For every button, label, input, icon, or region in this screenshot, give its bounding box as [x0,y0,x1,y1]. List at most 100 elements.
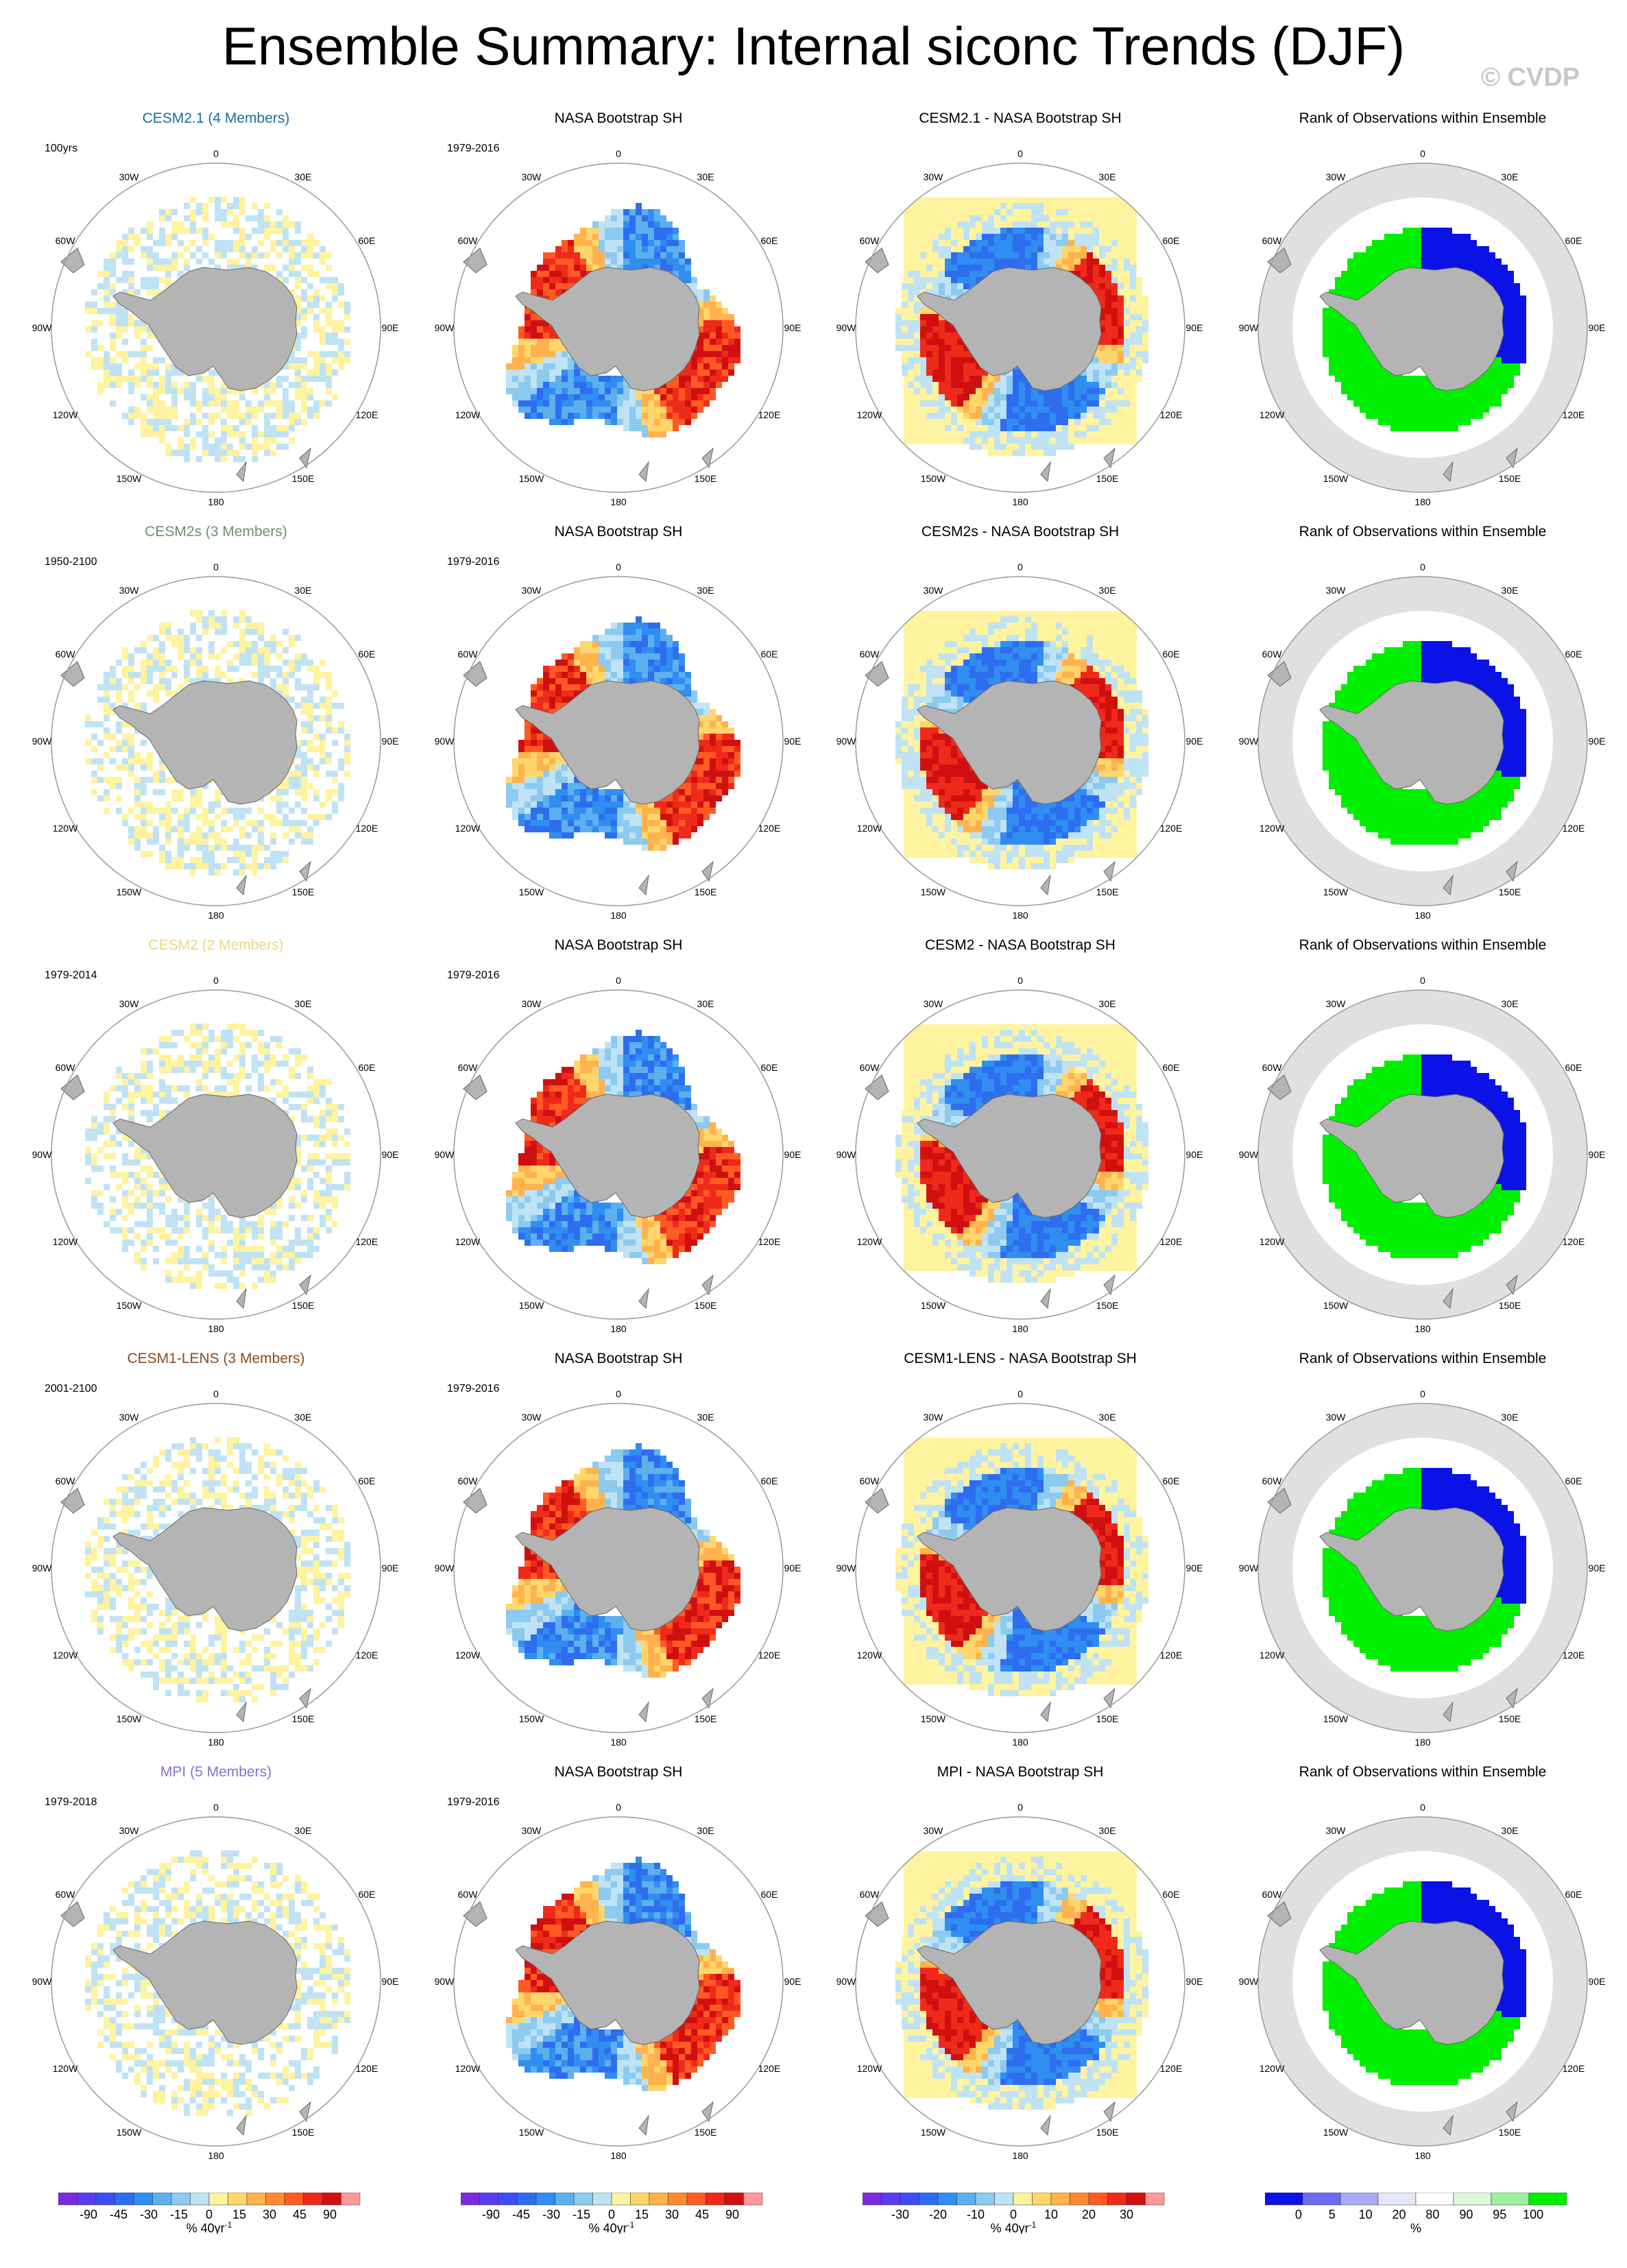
lon-label: 0 [616,148,621,159]
colorbar-tick: 30 [665,2208,679,2221]
model-panel-title: CESM2.1 (4 Members) [17,110,415,128]
colorbar-tick: -15 [573,2208,590,2221]
lon-label: 30E [295,1825,312,1836]
rank-panel-title: Rank of Observations within Ensemble [1224,937,1622,954]
colorbar-swatch [593,2193,612,2205]
colorbar-swatch [209,2193,228,2205]
lon-label: 150W [1323,886,1349,897]
colorbar-tick: 0 [608,2208,615,2221]
colorbar-tick: -45 [110,2208,128,2221]
lon-label: 30W [924,585,944,596]
lon-label: 30W [1326,171,1347,182]
lon-label: 150W [921,2127,946,2138]
lon-label: 60W [1262,235,1283,246]
model-panel-title: MPI (5 Members) [17,1763,415,1781]
lon-label: 60E [1163,235,1180,246]
lon-label: 120W [53,1650,78,1661]
lon-label: 90W [836,322,857,333]
lon-label: 90W [836,736,857,747]
lon-label: 150E [292,473,315,484]
lon-label: 120W [1260,823,1285,834]
lon-label: 180 [610,910,627,921]
lon-label: 60E [1565,649,1582,660]
lon-label: 120W [1260,1236,1285,1247]
colorbar-label: % 40yr-1 [589,2220,635,2234]
colorbar-swatch [649,2193,668,2205]
lon-label: 0 [616,975,621,986]
lon-label: 60W [860,1062,880,1073]
lon-label: 60E [761,1062,778,1073]
colorbar-swatch [687,2193,706,2205]
lon-label: 120W [53,2063,78,2074]
lon-label: 90E [382,1976,399,1987]
colorbar-swatch [863,2193,882,2205]
lon-label: 120W [857,823,882,834]
lon-label: 150E [1096,886,1119,897]
colorbar-tick: 80 [1425,2208,1439,2221]
colorbar-swatch [976,2193,995,2205]
diff-panel-title: CESM1-LENS - NASA Bootstrap SH [821,1350,1219,1368]
lon-label: 120E [356,1650,378,1661]
lon-label: 120W [857,409,882,420]
lon-label: 60W [56,649,76,660]
diff-panel-title: CESM2s - NASA Bootstrap SH [821,523,1219,541]
colorbar-swatch [1303,2193,1340,2205]
watermark: © CVDP [1481,63,1580,93]
colorbar-swatch [919,2193,939,2205]
lon-label: 60W [860,649,880,660]
colorbar-swatch [461,2193,480,2205]
lon-label: 90W [32,322,53,333]
rank-panel-title: Rank of Observations within Ensemble [1224,1763,1622,1781]
lon-label: 0 [1420,148,1425,159]
lon-label: 30W [924,1412,944,1423]
colorbar-tick: 45 [293,2208,306,2221]
rank-panel-title: Rank of Observations within Ensemble [1224,523,1622,541]
period-label: 1979-2014 [45,969,97,982]
colorbar-tick: 5 [1329,2208,1336,2221]
colorbar-tick: 90 [1459,2208,1473,2221]
colorbar-label: % 40yr-1 [991,2220,1037,2234]
colorbar-swatch [1454,2193,1491,2205]
lon-label: 0 [1017,562,1023,572]
lon-label: 90E [1186,322,1203,333]
lon-label: 0 [213,562,219,572]
lon-label: 90E [1589,1149,1606,1160]
lon-label: 120W [455,823,481,834]
lon-label: 30W [1326,1825,1347,1836]
model-panel-title: CESM1-LENS (3 Members) [17,1350,415,1368]
lon-label: 120E [758,1650,781,1661]
colorbar-swatch [191,2193,210,2205]
lon-label: 150E [292,1713,315,1724]
lon-label: 0 [1420,1388,1425,1399]
lon-label: 150E [1499,473,1521,484]
obs-panel-title: NASA Bootstrap SH [420,937,817,954]
colorbar-tick: -20 [929,2208,947,2221]
lon-label: 120W [857,1650,882,1661]
period-label: 1950-2100 [45,556,97,568]
lon-label: 150E [695,1713,717,1724]
colorbar-swatch [1051,2193,1070,2205]
colorbar-tick: 0 [1295,2208,1302,2221]
figure-title: Ensemble Summary: Internal siconc Trends… [0,15,1627,77]
lon-label: 150W [921,886,946,897]
lon-label: 90E [784,1563,802,1573]
lon-label: 30W [522,1412,542,1423]
colorbar-swatch [668,2193,688,2205]
lon-label: 90E [784,736,802,747]
lon-label: 30W [1326,1412,1347,1423]
lon-label: 60W [1262,1889,1283,1900]
lon-label: 120E [1160,1650,1183,1661]
lon-label: 0 [1420,975,1425,986]
